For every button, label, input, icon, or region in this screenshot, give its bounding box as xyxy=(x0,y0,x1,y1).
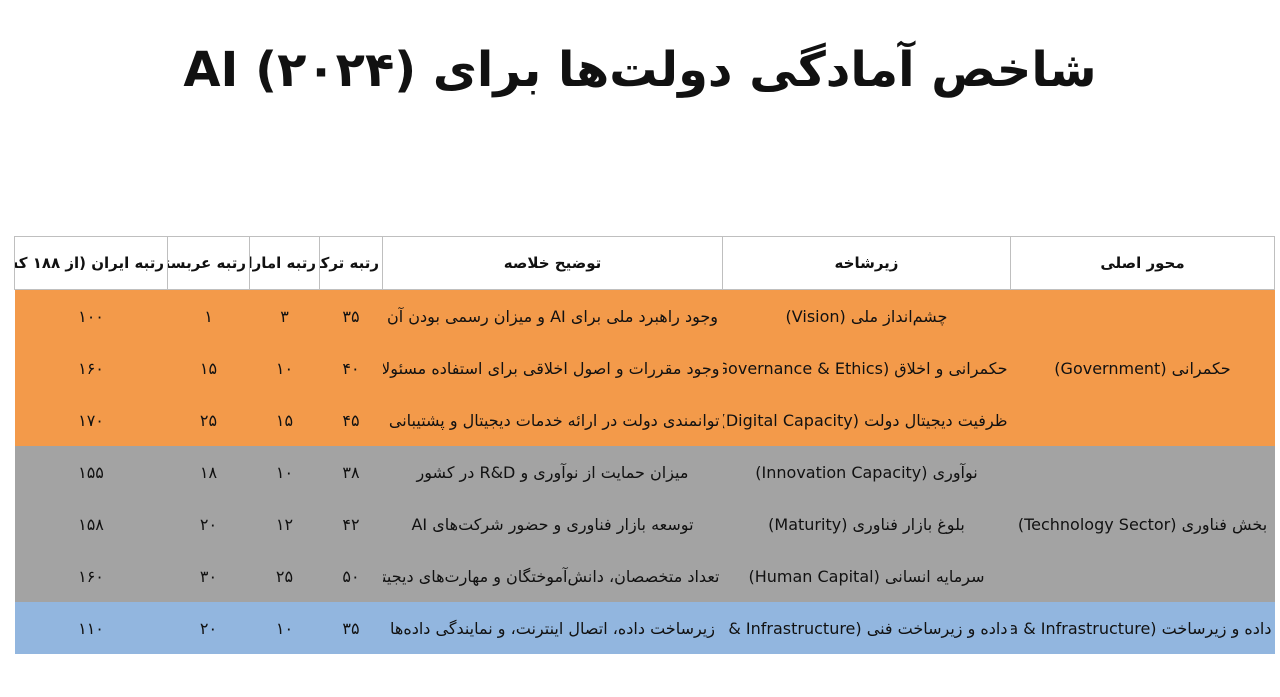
sub-branch-cell: داده و زیرساخت فنی (Data & Infrastructur… xyxy=(722,602,1011,654)
table-row: داده و زیرساخت (Data & Infrastructure) د… xyxy=(14,602,1275,654)
header-main-axis: محور اصلی xyxy=(1010,236,1275,290)
saudi-rank-cell: ۲۵ xyxy=(167,394,250,446)
group-government: حکمرانی (Government) xyxy=(1010,289,1275,446)
saudi-rank-cell: ۱۸ xyxy=(167,446,250,498)
summary-cell: میزان حمایت از نوآوری و R&D در کشور xyxy=(382,446,723,498)
turkey-rank-cell: ۴۲ xyxy=(319,498,383,550)
iran-rank-cell: ۱۵۸ xyxy=(14,498,168,550)
sub-branch-cell: نوآوری (Innovation Capacity) xyxy=(722,446,1011,498)
header-uae-rank: رتبه امارات xyxy=(249,236,320,290)
table-row: بلوغ بازار فناوری (Maturity) توسعه بازار… xyxy=(14,498,1275,550)
saudi-rank-cell: ۲۰ xyxy=(167,498,250,550)
sub-branch-cell: ظرفیت دیجیتال دولت (Digital Capacity) xyxy=(722,394,1011,446)
iran-rank-cell: ۱۱۰ xyxy=(14,602,168,654)
saudi-rank-cell: ۳۰ xyxy=(167,550,250,602)
iran-rank-cell: ۱۵۵ xyxy=(14,446,168,498)
iran-rank-cell: ۱۰۰ xyxy=(14,289,168,342)
table-row: سرمایه انسانی (Human Capital) تعداد متخص… xyxy=(14,550,1275,602)
sub-branch-cell: سرمایه انسانی (Human Capital) xyxy=(722,550,1011,602)
table-row: بخش فناوری (Technology Sector) نوآوری (I… xyxy=(14,446,1275,602)
table-row: حکمرانی و اخلاق (Governance & Ethics) وج… xyxy=(14,342,1275,394)
saudi-rank-cell: ۱۵ xyxy=(167,342,250,394)
ai-readiness-table: محور اصلی زیرشاخه توضیح خلاصه رتبه ترکیه… xyxy=(14,236,1275,654)
sub-branch-cell: چشم‌انداز ملی (Vision) xyxy=(722,289,1011,342)
summary-cell: توانمندی دولت در ارائه خدمات دیجیتال و پ… xyxy=(382,394,723,446)
group-data: داده و زیرساخت (Data & Infrastructure) xyxy=(1010,602,1275,654)
table-row: ظرفیت دیجیتال دولت (Digital Capacity) تو… xyxy=(14,394,1275,446)
header-summary: توضیح خلاصه xyxy=(382,236,723,290)
uae-rank-cell: ۱۰ xyxy=(249,446,320,498)
group-technology: بخش فناوری (Technology Sector) xyxy=(1010,446,1275,602)
table-header-row: محور اصلی زیرشاخه توضیح خلاصه رتبه ترکیه… xyxy=(14,236,1275,290)
uae-rank-cell: ۱۰ xyxy=(249,342,320,394)
saudi-rank-cell: ۱ xyxy=(167,289,250,342)
iran-rank-cell: ۱۷۰ xyxy=(14,394,168,446)
iran-rank-cell: ۱۶۰ xyxy=(14,342,168,394)
turkey-rank-cell: ۳۵ xyxy=(319,602,383,654)
saudi-rank-cell: ۲۰ xyxy=(167,602,250,654)
sub-branch-cell: بلوغ بازار فناوری (Maturity) xyxy=(722,498,1011,550)
summary-cell: تعداد متخصصان، دانش‌آموختگان و مهارت‌های… xyxy=(382,550,723,602)
turkey-rank-cell: ۴۵ xyxy=(319,394,383,446)
turkey-rank-cell: ۳۸ xyxy=(319,446,383,498)
header-saudi-rank: رتبه عربستان xyxy=(167,236,250,290)
uae-rank-cell: ۱۵ xyxy=(249,394,320,446)
page-title: شاخص آمادگی دولت‌ها برای AI (۲۰۲۴) xyxy=(183,42,1097,98)
header-sub-branch: زیرشاخه xyxy=(722,236,1011,290)
summary-cell: توسعه بازار فناوری و حضور شرکت‌های AI xyxy=(382,498,723,550)
uae-rank-cell: ۲۵ xyxy=(249,550,320,602)
header-turkey-rank: رتبه ترکیه xyxy=(319,236,383,290)
summary-cell: زیرساخت داده، اتصال اینترنت، و نمایندگی … xyxy=(382,602,723,654)
sub-branch-cell: حکمرانی و اخلاق (Governance & Ethics) xyxy=(722,342,1011,394)
table-row: حکمرانی (Government) چشم‌انداز ملی (Visi… xyxy=(14,289,1275,446)
summary-cell: وجود مقررات و اصول اخلاقی برای استفاده م… xyxy=(382,342,723,394)
iran-rank-cell: ۱۶۰ xyxy=(14,550,168,602)
turkey-rank-cell: ۵۰ xyxy=(319,550,383,602)
summary-cell: وجود راهبرد ملی برای AI و میزان رسمی بود… xyxy=(382,289,723,342)
uae-rank-cell: ۳ xyxy=(249,289,320,342)
uae-rank-cell: ۱۲ xyxy=(249,498,320,550)
turkey-rank-cell: ۳۵ xyxy=(319,289,383,342)
header-iran-rank: رتبه ایران (از ۱۸۸ کشور) xyxy=(14,236,168,290)
uae-rank-cell: ۱۰ xyxy=(249,602,320,654)
turkey-rank-cell: ۴۰ xyxy=(319,342,383,394)
